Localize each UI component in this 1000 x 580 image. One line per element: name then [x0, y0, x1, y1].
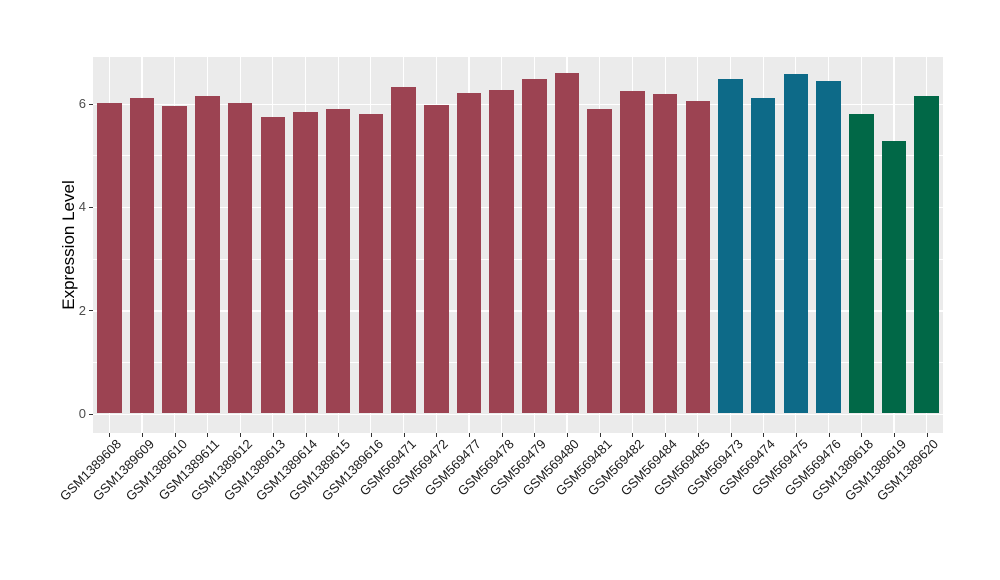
- bar-GSM1389612: [227, 103, 253, 414]
- bar-GSM1389618: [849, 114, 874, 414]
- y-tick-mark: [89, 206, 93, 208]
- bar-GSM1389619: [881, 141, 907, 414]
- bar-GSM569475: [783, 74, 809, 414]
- major-gridline-y2: [93, 310, 943, 312]
- y-tick-label: 0: [78, 406, 86, 421]
- x-tick-mark: [207, 433, 209, 437]
- x-tick-mark: [730, 433, 732, 437]
- y-tick-mark: [89, 413, 93, 415]
- minor-gridline-y3: [93, 258, 943, 260]
- y-tick-mark: [89, 103, 93, 105]
- x-tick-mark: [567, 433, 569, 437]
- bar-GSM569484: [652, 94, 678, 414]
- bar-GSM569482: [620, 91, 645, 414]
- x-tick-mark: [436, 433, 438, 437]
- minor-gridline-y5: [93, 155, 943, 157]
- x-tick-mark: [861, 433, 863, 437]
- x-tick-mark: [403, 433, 405, 437]
- bar-GSM569478: [489, 90, 514, 414]
- x-tick-mark: [501, 433, 503, 437]
- x-tick-mark: [893, 433, 895, 437]
- x-tick-mark: [305, 433, 307, 437]
- bar-GSM569477: [456, 93, 482, 414]
- major-gridline-y6: [93, 103, 943, 106]
- y-tick-mark: [89, 310, 93, 312]
- bar-GSM569474: [750, 98, 776, 414]
- bar-GSM569480: [554, 72, 580, 414]
- x-tick-mark: [338, 433, 340, 437]
- x-tick-mark: [632, 433, 634, 437]
- bar-GSM1389616: [358, 113, 384, 414]
- bar-GSM569476: [816, 81, 841, 414]
- x-tick-mark: [142, 433, 144, 437]
- bar-GSM1389609: [129, 98, 155, 414]
- bar-GSM1389610: [162, 106, 187, 414]
- x-tick-mark: [697, 433, 699, 437]
- bar-GSM1389611: [195, 96, 220, 414]
- y-tick-label: 6: [78, 96, 86, 112]
- bar-GSM1389620: [914, 96, 939, 414]
- bar-GSM569473: [718, 79, 743, 414]
- bar-GSM569481: [587, 109, 612, 414]
- bar-GSM1389608: [97, 102, 122, 414]
- x-tick-mark: [795, 433, 797, 437]
- bar-GSM569471: [391, 87, 416, 414]
- bar-GSM569479: [522, 78, 547, 414]
- x-tick-mark: [665, 433, 667, 437]
- x-tick-mark: [240, 433, 242, 437]
- x-tick-mark: [599, 433, 601, 437]
- bar-GSM569472: [424, 104, 449, 414]
- x-tick-mark: [763, 433, 765, 437]
- bar-GSM1389614: [293, 111, 318, 414]
- x-tick-mark: [174, 433, 176, 437]
- x-tick-mark: [828, 433, 830, 437]
- major-gridline-y0: [93, 413, 943, 415]
- y-tick-label: 2: [78, 302, 86, 318]
- y-tick-label: 4: [78, 199, 86, 215]
- x-tick-mark: [272, 433, 274, 437]
- bar-GSM569485: [685, 100, 711, 414]
- minor-gridline-y1: [93, 361, 943, 363]
- bar-GSM1389615: [325, 109, 351, 414]
- x-tick-mark: [468, 433, 470, 437]
- x-tick-mark: [109, 433, 111, 437]
- x-tick-mark: [370, 433, 372, 437]
- major-gridline-y4: [93, 206, 943, 209]
- x-tick-mark: [534, 433, 536, 437]
- plot-panel: [93, 57, 943, 433]
- x-tick-mark: [926, 433, 928, 437]
- bar-GSM1389613: [260, 116, 286, 414]
